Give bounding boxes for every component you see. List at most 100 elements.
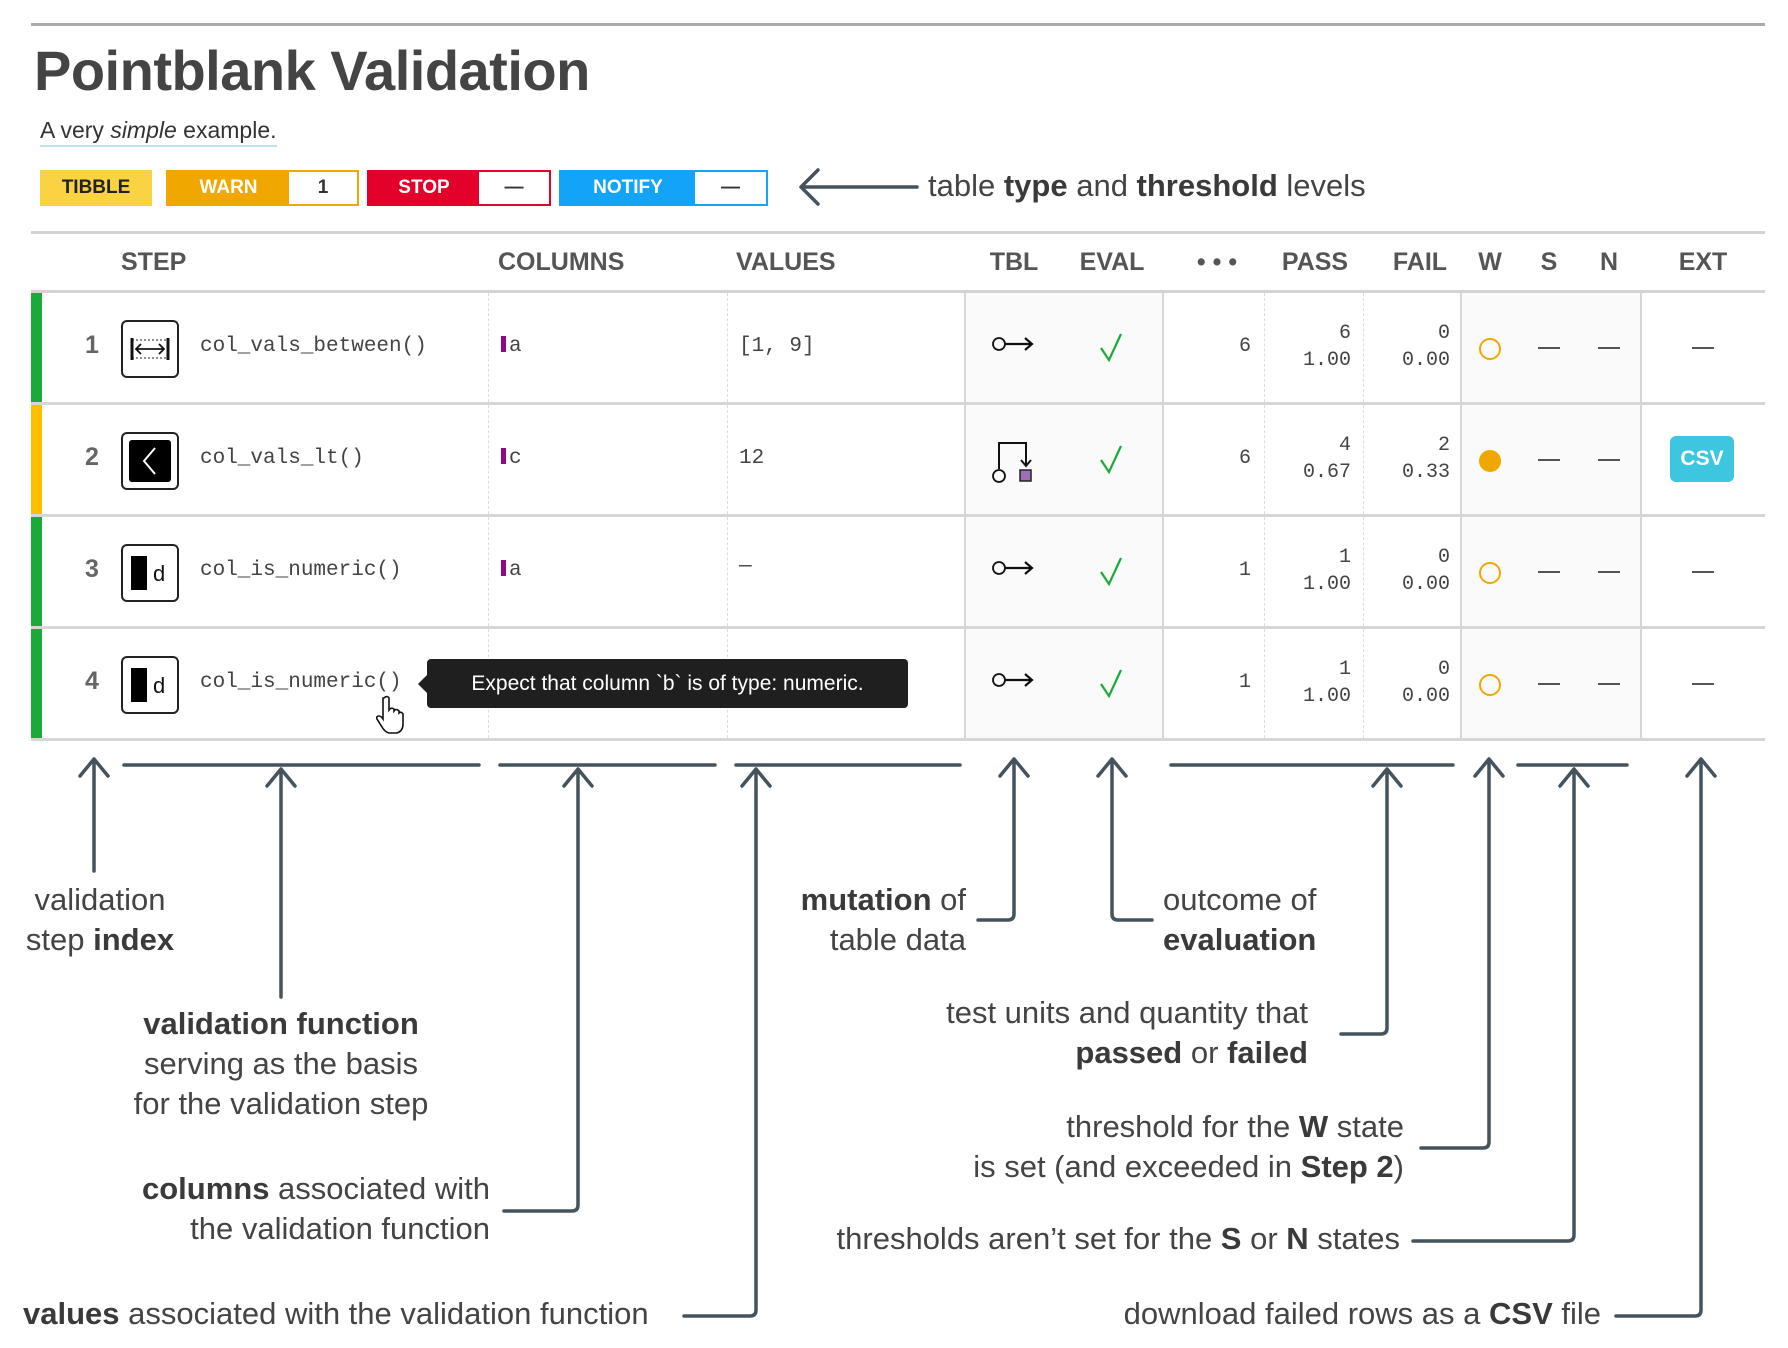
test-units: 1 — [1238, 671, 1251, 694]
validation-function[interactable]: col_vals_between() — [200, 335, 427, 358]
warn-status-icon — [1479, 338, 1501, 360]
arrow-function — [265, 767, 297, 999]
divider — [727, 405, 728, 514]
pass-count: 6 1.00 — [1271, 320, 1351, 374]
no-mutation-icon — [992, 561, 1034, 575]
ext-empty — [1692, 347, 1714, 349]
stop-label: STOP — [369, 172, 479, 204]
pass-fraction: 1.00 — [1302, 349, 1351, 372]
arrow-type-threshold — [799, 168, 919, 206]
validation-function[interactable]: col_is_numeric() — [200, 559, 402, 582]
values: [1, 9] — [739, 335, 815, 358]
notify-value: — — [695, 172, 766, 204]
divider — [1363, 517, 1364, 626]
column-header-eval: EVAL — [1079, 248, 1145, 276]
column-header-n: N — [1599, 248, 1619, 276]
step-index: 4 — [85, 667, 99, 695]
validation-function[interactable]: col_vals_lt() — [200, 447, 364, 470]
divider — [1162, 405, 1164, 514]
annotation-columns: columns associated with the validation fu… — [141, 1171, 490, 1246]
no-mutation-icon — [992, 337, 1034, 351]
arrow-step-index — [78, 757, 110, 873]
warn-threshold-badge: WARN 1 — [166, 170, 359, 206]
divider — [1264, 405, 1265, 514]
fail-n: 2 — [1437, 434, 1450, 457]
divider — [964, 293, 966, 402]
numeric-type-icon: d — [121, 656, 179, 714]
stop-status — [1538, 347, 1560, 349]
csv-download-button[interactable]: CSV — [1670, 436, 1734, 482]
step-index: 1 — [85, 331, 99, 359]
divider — [1640, 629, 1642, 738]
column-header-ext: EXT — [1678, 248, 1728, 276]
column-header-w: W — [1478, 248, 1502, 276]
divider — [1264, 629, 1265, 738]
subtitle-text: example. — [176, 117, 277, 143]
warn-status-icon — [1479, 562, 1501, 584]
column-text: a — [509, 335, 522, 358]
arrow-columns — [502, 767, 594, 1213]
tooltip: Expect that column `b` is of type: numer… — [418, 659, 908, 708]
notify-threshold-badge: NOTIFY — — [559, 170, 768, 206]
step-index: 2 — [85, 443, 99, 471]
column-header-columns: COLUMNS — [498, 248, 625, 276]
divider — [727, 517, 728, 626]
column-header-values: VALUES — [736, 248, 836, 276]
stop-status — [1538, 459, 1560, 461]
column-text: c — [509, 447, 522, 470]
pass-fraction: 0.67 — [1302, 461, 1351, 484]
divider — [1640, 293, 1642, 402]
divider — [1162, 293, 1164, 402]
annotation-units: test units and quantity that passed or fa… — [946, 995, 1308, 1070]
notify-status — [1598, 459, 1620, 461]
test-units: 6 — [1238, 335, 1251, 358]
check-icon — [1100, 333, 1122, 363]
fail-count: 0 0.00 — [1371, 320, 1450, 374]
pass-n: 6 — [1338, 322, 1351, 345]
pass-count: 1 1.00 — [1271, 544, 1351, 598]
arrow-w-state — [1419, 757, 1505, 1150]
annotation-values: values associated with the validation fu… — [23, 1296, 649, 1331]
svg-text:d: d — [153, 561, 165, 586]
divider — [1363, 629, 1364, 738]
fail-n: 0 — [1437, 658, 1450, 681]
page-title: Pointblank Validation — [34, 39, 590, 102]
fail-count: 0 0.00 — [1371, 544, 1450, 598]
column-header-fail: FAIL — [1392, 248, 1448, 276]
notify-status — [1598, 683, 1620, 685]
table-type-label: TIBBLE — [61, 177, 131, 198]
arrow-sn-state — [1411, 767, 1590, 1243]
notify-status — [1598, 571, 1620, 573]
column-name: c — [501, 447, 522, 470]
arrow-csv — [1614, 757, 1717, 1318]
arrow-mutation — [976, 757, 1030, 922]
table-row: 3 d col_is_numeric() a — 1 1 1.00 0 0.00 — [31, 517, 1765, 629]
numeric-type-icon: d — [121, 544, 179, 602]
warn-value: 1 — [289, 172, 357, 204]
test-units: 1 — [1238, 559, 1251, 582]
fail-fraction: 0.33 — [1401, 461, 1450, 484]
divider — [1363, 405, 1364, 514]
hand-cursor-icon — [375, 695, 404, 734]
header-bottom-rule — [31, 290, 1765, 293]
status-bar — [31, 293, 42, 402]
divider — [1363, 293, 1364, 402]
header-top-rule — [31, 231, 1765, 234]
column-text: a — [509, 559, 522, 582]
check-icon — [1100, 669, 1122, 699]
divider — [1264, 517, 1265, 626]
fail-n: 0 — [1437, 546, 1450, 569]
column-header-s: S — [1540, 248, 1558, 276]
stop-value: — — [479, 172, 549, 204]
annotation-type-threshold: table type and threshold levels — [928, 168, 1366, 203]
status-bar — [31, 517, 42, 626]
between-icon — [121, 320, 179, 378]
validation-function[interactable]: col_is_numeric() — [200, 671, 402, 694]
column-header-units: • • • — [1196, 248, 1238, 276]
divider — [964, 629, 966, 738]
notify-status — [1598, 347, 1620, 349]
pass-fraction: 1.00 — [1302, 573, 1351, 596]
check-icon — [1100, 445, 1122, 475]
